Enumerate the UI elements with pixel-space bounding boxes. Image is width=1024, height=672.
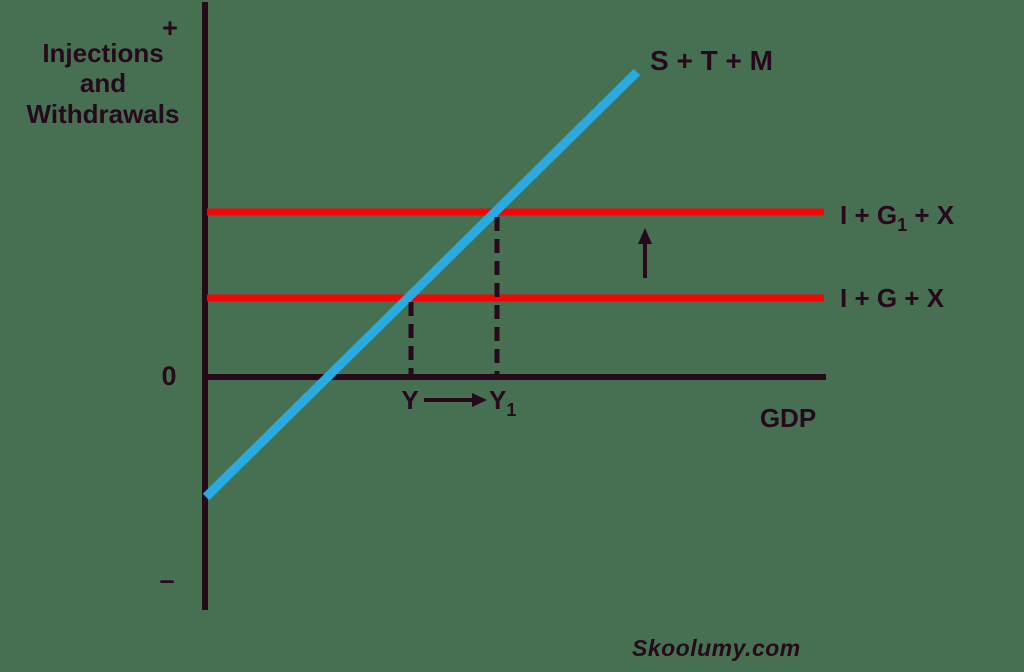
income-point-y1-label: Y1 (489, 385, 516, 420)
injections-line-new-label-sub: 1 (897, 215, 907, 235)
withdrawals-line (202, 68, 641, 501)
income-point-y1-label-sub: 1 (506, 400, 516, 420)
income-point-y-label: Y (401, 385, 418, 415)
y-axis-title-line1: Injections (42, 38, 163, 68)
y-axis-title-line3: Withdrawals (27, 99, 180, 129)
x-axis-label: GDP (760, 403, 816, 433)
y-axis-title-line2: and (80, 68, 126, 98)
shift-up-arrow-head (638, 228, 652, 244)
y-to-y1-arrow (424, 393, 487, 407)
income-point-y1-label-prefix: Y (489, 385, 506, 415)
injections-line-new-label: I + G1 + X (840, 200, 955, 235)
shift-up-arrow (638, 228, 652, 278)
plus-sign-label: + (162, 13, 178, 43)
injections-line-old-label: I + G + X (840, 283, 945, 313)
withdrawals-line-label: S + T + M (650, 45, 773, 76)
origin-label: 0 (161, 361, 176, 391)
minus-sign-label: – (159, 565, 174, 595)
injections-line-new-label-suffix: + X (907, 200, 955, 230)
watermark-text: Skoolumy.com (632, 635, 801, 661)
injections-line-new-label-prefix: I + G (840, 200, 897, 230)
y-to-y1-arrow-head (472, 393, 487, 407)
